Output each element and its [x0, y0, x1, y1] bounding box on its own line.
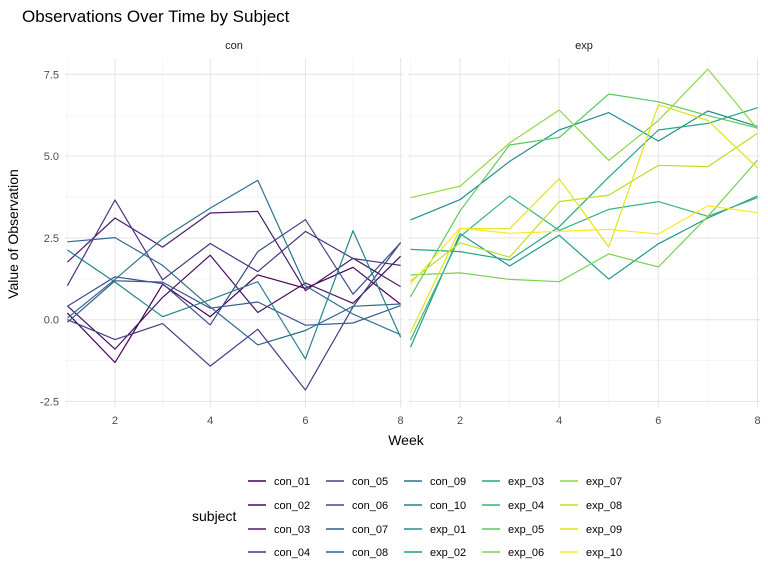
x-tick-label-con: 6	[302, 415, 308, 427]
legend-title: subject	[192, 508, 236, 524]
series-line-exp_03	[410, 107, 758, 261]
series-line-exp_06	[410, 159, 758, 283]
series-line-con_05	[67, 242, 402, 391]
legend-label: exp_04	[508, 500, 544, 512]
series-line-con_07	[67, 280, 401, 326]
series-line-con_06	[67, 219, 402, 326]
legend-label: exp_08	[586, 500, 622, 512]
x-tick-label-exp: 6	[655, 415, 661, 427]
facet-label-exp: exp	[575, 40, 593, 52]
legend-item-exp_02: exp_02	[404, 547, 466, 559]
legend-label: exp_05	[508, 524, 544, 536]
series-lines-con	[66, 179, 402, 391]
x-tick-label-exp: 2	[457, 415, 463, 427]
series-line-exp_02	[409, 195, 758, 348]
gridlines-exp	[408, 58, 760, 408]
legend-label: con_07	[352, 524, 388, 536]
x-tick-label-exp: 4	[556, 415, 562, 427]
legend-label: exp_07	[586, 476, 622, 488]
y-tick-label: -2.5	[40, 396, 59, 408]
legend-item-con_05: con_05	[326, 476, 388, 488]
legend-item-con_04: con_04	[248, 547, 310, 559]
series-line-con_10	[67, 230, 402, 360]
legend-item-con_01: con_01	[248, 476, 310, 488]
series-line-con_03	[66, 210, 401, 292]
legend-item-exp_06: exp_06	[482, 547, 544, 559]
legend-item-con_10: con_10	[404, 500, 466, 512]
facet-label-con: con	[225, 40, 243, 52]
legend-label: con_09	[430, 476, 466, 488]
legend: subject con_01con_02con_03con_04con_05co…	[192, 476, 622, 559]
legend-item-con_02: con_02	[248, 500, 310, 512]
x-tick-label-con: 2	[112, 415, 118, 427]
series-line-con_09	[67, 179, 401, 336]
legend-item-exp_01: exp_01	[404, 524, 466, 536]
legend-label: con_06	[352, 500, 388, 512]
legend-item-con_06: con_06	[326, 500, 388, 512]
legend-label: exp_09	[586, 524, 622, 536]
legend-item-exp_09: exp_09	[560, 524, 622, 536]
x-axis-title: Week	[388, 432, 425, 448]
legend-label: exp_01	[430, 524, 466, 536]
legend-item-exp_05: exp_05	[482, 524, 544, 536]
series-line-exp_08	[410, 132, 758, 282]
legend-item-exp_04: exp_04	[482, 500, 544, 512]
series-line-con_08	[67, 237, 401, 346]
legend-item-exp_07: exp_07	[560, 476, 622, 488]
series-line-exp_01	[410, 110, 758, 221]
legend-label: con_03	[274, 524, 310, 536]
legend-label: exp_02	[430, 547, 466, 559]
series-line-con_04	[66, 199, 401, 286]
x-tick-label-exp: 8	[754, 415, 760, 427]
y-tick-label: 0.0	[44, 315, 59, 327]
series-line-exp_07	[410, 68, 758, 199]
legend-label: con_02	[274, 500, 310, 512]
legend-item-con_09: con_09	[404, 476, 466, 488]
x-tick-label-con: 4	[207, 415, 213, 427]
legend-label: exp_03	[508, 476, 544, 488]
legend-label: con_01	[274, 476, 310, 488]
y-axis-title: Value of Observation	[5, 169, 21, 299]
legend-label: con_08	[352, 547, 388, 559]
series-line-con_02	[66, 254, 402, 350]
legend-item-exp_03: exp_03	[482, 476, 544, 488]
series-line-exp_10	[410, 205, 758, 285]
legend-label: exp_10	[586, 547, 622, 559]
legend-item-con_08: con_08	[326, 547, 388, 559]
x-tick-label-con: 8	[398, 415, 404, 427]
legend-item-exp_10: exp_10	[560, 547, 622, 559]
series-line-exp_05	[409, 93, 758, 298]
facet-panel-exp: exp 2 4 6 8	[408, 40, 761, 427]
y-tick-label: 7.5	[44, 69, 59, 81]
legend-label: con_05	[352, 476, 388, 488]
y-tick-label: 2.5	[44, 233, 59, 245]
chart-title: Observations Over Time by Subject	[22, 7, 290, 26]
legend-label: con_10	[430, 500, 466, 512]
legend-item-con_03: con_03	[248, 524, 310, 536]
y-tick-label: 5.0	[44, 151, 59, 163]
series-lines-exp	[409, 68, 758, 348]
legend-label: exp_06	[508, 547, 544, 559]
legend-item-exp_08: exp_08	[560, 500, 622, 512]
series-line-exp_04	[409, 195, 758, 341]
legend-label: con_04	[274, 547, 310, 559]
legend-item-con_07: con_07	[326, 524, 388, 536]
series-line-con_01	[66, 266, 401, 364]
facet-panel-con: con 2 4 6 8 -2.5 0.0 2.5 5.0 7.5	[40, 40, 404, 427]
